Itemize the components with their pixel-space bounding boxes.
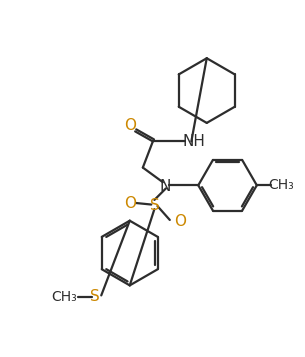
Text: NH: NH [183, 134, 206, 149]
Text: CH₃: CH₃ [52, 290, 77, 304]
Text: O: O [174, 214, 186, 229]
Text: S: S [150, 198, 160, 213]
Text: S: S [90, 290, 100, 305]
Text: N: N [160, 178, 171, 193]
Text: O: O [124, 119, 137, 134]
Text: CH₃: CH₃ [269, 178, 294, 192]
Text: O: O [124, 196, 136, 211]
